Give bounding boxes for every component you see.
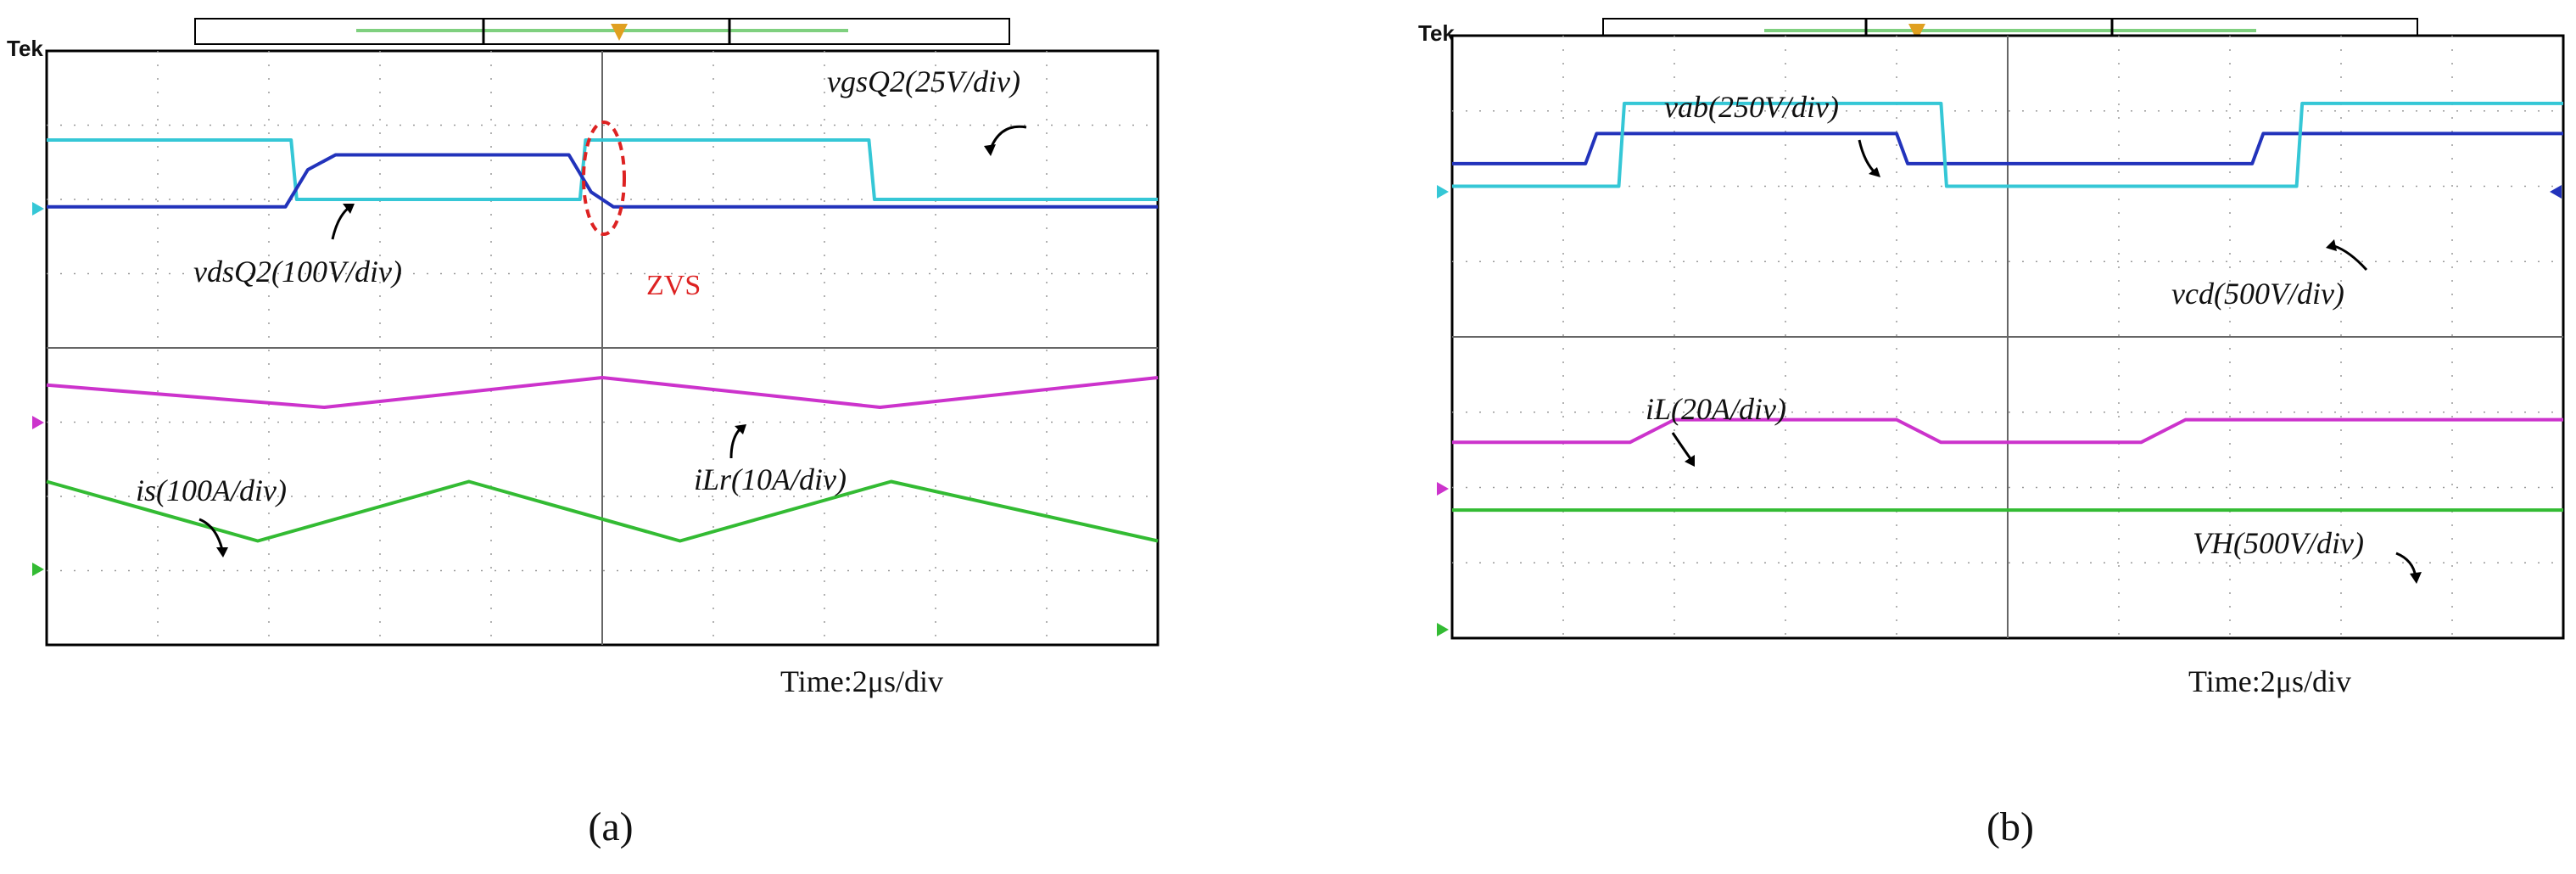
- panel-a-time-label: Time:2μs/div: [780, 664, 943, 698]
- label-vgsQ2: vgsQ2(25V/div): [827, 64, 1027, 156]
- panel-a-grid: [47, 51, 1158, 645]
- label-is: is(100A/div): [136, 473, 287, 557]
- panel-b-tek-label: Tek: [1418, 20, 1455, 46]
- panel-a-tek-label: Tek: [7, 36, 43, 61]
- panel-b-trace-0: [1452, 132, 2563, 165]
- panel-a: Tek ZVS vgsQ2(25V/div) vdsQ2(100V/div): [7, 18, 1159, 849]
- zvs-ellipse: [582, 120, 626, 236]
- label-vab-text: vab(250V/div): [1664, 90, 1839, 124]
- panel-b-trace-1: [1452, 101, 2563, 188]
- label-vdsQ2-text: vdsQ2(100V/div): [193, 255, 402, 289]
- label-vab: vab(250V/div): [1664, 90, 1880, 177]
- label-vgsQ2-text: vgsQ2(25V/div): [827, 64, 1020, 98]
- panel-b: Tek vab(250V/div) vcd(500V/div) iL(20A/d…: [1418, 18, 2565, 849]
- panel-a-label: (a): [588, 804, 633, 849]
- panel-a-record-bar: [194, 18, 1010, 45]
- panel-a-trace-1: [47, 153, 1158, 209]
- label-vdsQ2: vdsQ2(100V/div): [193, 204, 402, 289]
- zvs-annotation: ZVS: [646, 270, 701, 301]
- panel-b-channel-markers: [1437, 185, 2562, 636]
- panel-b-grid: [1452, 36, 2563, 638]
- label-VH: VH(500V/div): [2193, 526, 2422, 584]
- label-is-text: is(100A/div): [136, 473, 287, 507]
- panel-a-channel-markers: [32, 202, 44, 576]
- panel-a-trace-2: [46, 376, 1159, 409]
- label-iLr-text: iLr(10A/div): [694, 462, 847, 496]
- label-iLr: iLr(10A/div): [694, 424, 847, 496]
- panel-b-traces: [1452, 101, 2563, 513]
- label-vcd-text: vcd(500V/div): [2171, 277, 2344, 311]
- label-iL: iL(20A/div): [1646, 392, 1786, 467]
- label-vcd: vcd(500V/div): [2171, 239, 2368, 311]
- label-iL-text: iL(20A/div): [1646, 392, 1786, 426]
- label-VH-text: VH(500V/div): [2193, 526, 2364, 560]
- panel-b-label: (b): [1986, 804, 2034, 849]
- panel-b-time-label: Time:2μs/div: [2188, 664, 2351, 698]
- panel-a-trace-3: [46, 479, 1159, 543]
- panel-b-trace-2: [1452, 417, 2563, 445]
